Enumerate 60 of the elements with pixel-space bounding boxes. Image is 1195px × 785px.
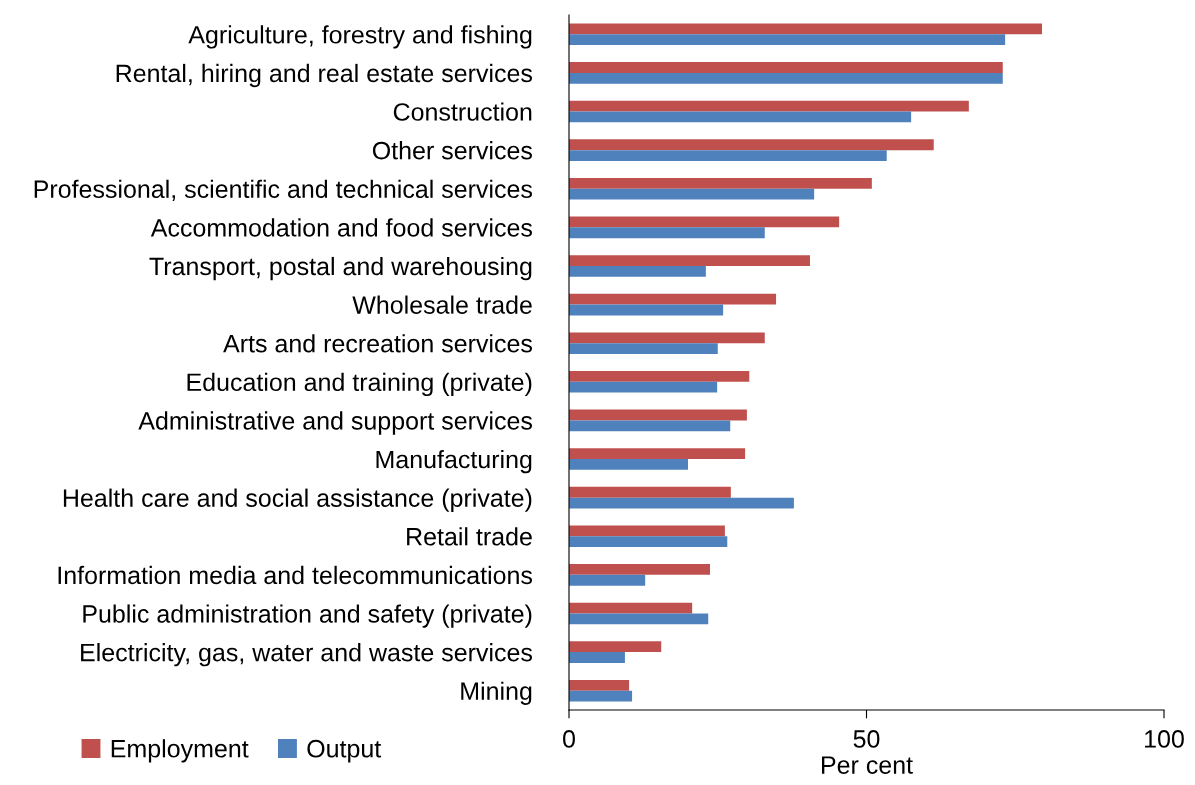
y-tick-label: Accommodation and food services: [150, 218, 533, 237]
y-tick-label: Agriculture, forestry and fishing: [188, 25, 532, 49]
bar: [569, 690, 633, 702]
x-tick-label: 100: [1145, 730, 1184, 748]
bar: [569, 216, 840, 228]
bar: [569, 293, 777, 305]
bar: [569, 177, 872, 189]
bar: [569, 265, 706, 277]
bar: [569, 459, 688, 470]
bar: [569, 409, 747, 421]
bar: [569, 304, 724, 316]
bar: [569, 381, 718, 393]
y-tick-label: Retail trade: [407, 527, 532, 546]
bar: [569, 188, 815, 200]
bar: [569, 343, 718, 355]
bar: [569, 150, 887, 161]
y-tick-label: Administrative and support services: [138, 411, 533, 435]
bar: [569, 227, 765, 239]
y-tick-label: Education and training (private): [187, 372, 532, 397]
bar: [569, 34, 1006, 46]
bar: [569, 62, 1003, 73]
y-tick-label: Mining: [461, 681, 532, 705]
y-tick-label: Health care and social assistance (private): [63, 488, 532, 512]
bar: [569, 652, 625, 663]
y-tick-label: Manufacturing: [376, 449, 532, 474]
bar: [569, 525, 725, 537]
x-tick-label: 0: [563, 730, 575, 748]
bar: [569, 255, 810, 266]
bar: [569, 613, 709, 625]
bar: [569, 448, 746, 460]
y-tick-label: Wholesale trade: [352, 295, 532, 314]
y-tick-label: Rental, hiring and real estate services: [116, 63, 533, 88]
y-tick-label: Professional, scientific and technical services: [34, 179, 533, 202]
y-tick-label: Information media and telecommunications: [58, 565, 533, 585]
bar: [569, 420, 731, 432]
bar: [569, 370, 750, 382]
bar: [569, 72, 1003, 84]
bar: [569, 564, 711, 575]
bar: [569, 536, 728, 548]
bar: [569, 100, 969, 112]
y-tick-label: Other services: [372, 141, 532, 160]
x-tick-label: 50: [853, 730, 880, 748]
bar: [569, 574, 646, 586]
bar: [569, 497, 794, 509]
bar: [569, 332, 765, 344]
y-tick-label: Electricity, gas, water and waste services: [81, 643, 533, 667]
bar: [569, 111, 912, 123]
bar: [569, 23, 1043, 35]
bar: [569, 602, 693, 614]
y-tick-label: Construction: [393, 102, 532, 121]
y-tick-label: Arts and recreation services: [223, 334, 533, 353]
bar: [569, 139, 934, 151]
x-axis-title: Per cent: [822, 756, 913, 774]
legend-label: Employment: [111, 739, 249, 763]
bar: [569, 641, 662, 653]
y-tick-label: Public administration and safety (private): [83, 604, 532, 628]
bar: [569, 679, 630, 691]
y-tick-label: Transport, postal and warehousing: [149, 256, 532, 281]
bar: [569, 486, 731, 498]
legend-label: Output: [307, 739, 382, 763]
